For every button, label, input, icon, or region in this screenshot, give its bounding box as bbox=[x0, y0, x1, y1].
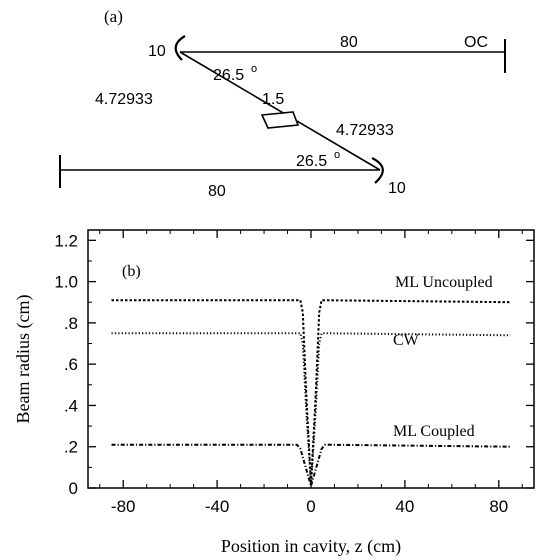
y-tick-label: 1.0 bbox=[54, 273, 78, 292]
top-angle-unit: o bbox=[251, 63, 257, 75]
y-tick-label: .4 bbox=[64, 396, 78, 415]
series-group bbox=[111, 299, 511, 490]
top-arm-length-label: 80 bbox=[340, 34, 358, 51]
axis-ticks: -80 -40 0 40 80 0 .2 .4 .6 .8 1.0 1.2 bbox=[54, 230, 534, 516]
panel-label-a: (a) bbox=[104, 7, 123, 26]
top-curved-mirror bbox=[174, 35, 186, 61]
x-tick-label: 40 bbox=[395, 497, 414, 516]
bottom-arm-length-label: 80 bbox=[208, 183, 226, 200]
beam-radius-chart: (b) -80 -40 0 40 80 0 .2 .4 .6 .8 1.0 1.2 ML Uncoup… bbox=[13, 229, 535, 557]
series-line-ml-uncoupled bbox=[111, 299, 511, 484]
series-label-ml-coupled: ML Coupled bbox=[393, 423, 475, 440]
series-label-cw: CW bbox=[393, 332, 420, 349]
cavity-diagram: (a) 10 80 OC 26.5 o 4.72933 1.5 4.72933 … bbox=[59, 7, 506, 200]
y-tick-label: 1.2 bbox=[54, 231, 78, 250]
y-tick-label: .6 bbox=[64, 355, 78, 374]
left-fold-length-label: 4.72933 bbox=[95, 91, 153, 108]
series-line-cw bbox=[111, 332, 511, 484]
plot-frame bbox=[87, 229, 535, 489]
y-tick-label: .8 bbox=[64, 314, 78, 333]
bottom-curved-mirror bbox=[371, 157, 384, 184]
series-line-ml-coupled bbox=[111, 443, 511, 490]
x-axis-label: Position in cavity, z (cm) bbox=[221, 536, 401, 557]
series-label-ml-uncoupled: ML Uncoupled bbox=[395, 274, 493, 291]
top-angle-label: 26.5 bbox=[213, 67, 244, 84]
y-axis-label: Beam radius (cm) bbox=[13, 295, 34, 424]
bottom-angle-label: 26.5 bbox=[296, 153, 327, 170]
x-tick-label: -40 bbox=[205, 497, 230, 516]
y-tick-label: 0 bbox=[69, 479, 78, 498]
crystal-length-label: 1.5 bbox=[262, 91, 284, 108]
panel-label-b: (b) bbox=[122, 263, 141, 280]
bottom-angle-unit: o bbox=[334, 149, 340, 161]
top-mirror-radius-label: 10 bbox=[148, 43, 166, 60]
y-tick-label: .2 bbox=[64, 438, 78, 457]
right-fold-length-label: 4.72933 bbox=[336, 122, 394, 139]
output-coupler-label: OC bbox=[464, 34, 488, 51]
bottom-mirror-radius-label: 10 bbox=[388, 180, 406, 197]
fold-beam bbox=[179, 51, 381, 171]
brewster-crystal bbox=[260, 111, 300, 129]
x-tick-label: 0 bbox=[306, 497, 315, 516]
x-tick-label: 80 bbox=[489, 497, 508, 516]
x-tick-label: -80 bbox=[111, 497, 136, 516]
series-labels: ML Uncoupled CW ML Coupled bbox=[393, 274, 493, 440]
